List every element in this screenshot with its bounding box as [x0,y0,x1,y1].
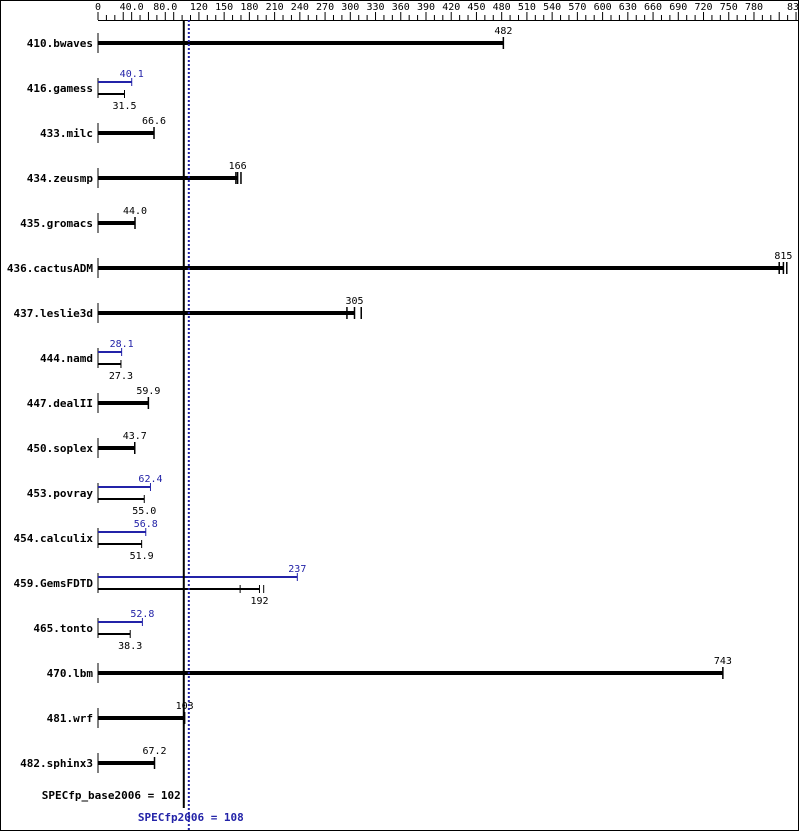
x-tick-label: 750 [720,2,738,13]
benchmark-label: 453.povray [27,487,94,500]
base-value-label: 305 [345,296,363,307]
x-tick-label: 150 [215,2,233,13]
peak-value-label: 237 [288,564,306,575]
x-tick-label: 210 [266,2,284,13]
benchmark-label: 416.gamess [27,82,93,95]
peak-value-label: 28.1 [110,339,134,350]
benchmark-label: 450.soplex [27,442,94,455]
x-tick-label: 330 [366,2,384,13]
x-tick-label: 830 [787,2,799,13]
x-tick-label: 180 [240,2,258,13]
x-tick-label: 0 [95,2,101,13]
benchmark-label: 447.dealII [27,397,93,410]
x-tick-label: 600 [594,2,612,13]
x-tick-label: 360 [392,2,410,13]
base-value-label: 44.0 [123,206,147,217]
base-value-label: 815 [774,251,792,262]
peak-summary-label: SPECfp2006 = 108 [138,811,244,824]
x-tick-label: 660 [644,2,662,13]
base-summary-label: SPECfp_base2006 = 102 [42,789,181,802]
x-tick-label: 630 [619,2,637,13]
base-value-label: 482 [494,26,512,37]
base-value-label: 192 [250,596,268,607]
x-tick-label: 780 [745,2,763,13]
base-value-label: 743 [714,656,732,667]
base-value-label: 59.9 [136,386,160,397]
base-value-label: 67.2 [142,746,166,757]
benchmark-label: 459.GemsFDTD [14,577,94,590]
x-tick-label: 450 [467,2,485,13]
benchmark-label: 481.wrf [47,712,93,725]
x-tick-label: 690 [669,2,687,13]
benchmark-label: 435.gromacs [20,217,93,230]
benchmark-label: 434.zeusmp [27,172,94,185]
x-tick-label: 240 [291,2,309,13]
x-tick-label: 120 [190,2,208,13]
peak-value-label: 40.1 [120,69,144,80]
peak-value-label: 52.8 [130,609,154,620]
benchmark-label: 454.calculix [14,532,94,545]
benchmark-label: 444.namd [40,352,93,365]
base-value-label: 66.6 [142,116,166,127]
base-value-label: 31.5 [112,101,136,112]
benchmark-label: 433.milc [40,127,93,140]
base-value-label: 166 [229,161,247,172]
x-tick-label: 40.0 [120,2,144,13]
base-value-label: 55.0 [132,506,156,517]
base-value-label: 51.9 [130,551,154,562]
benchmark-label: 437.leslie3d [14,307,93,320]
peak-value-label: 62.4 [138,474,162,485]
peak-value-label: 56.8 [134,519,158,530]
base-value-label: 27.3 [109,371,133,382]
x-tick-label: 270 [316,2,334,13]
x-tick-label: 390 [417,2,435,13]
benchmark-label: 465.tonto [33,622,93,635]
base-value-label: 38.3 [118,641,142,652]
benchmark-label: 482.sphinx3 [20,757,93,770]
x-tick-label: 480 [493,2,511,13]
benchmark-label: 470.lbm [47,667,94,680]
x-tick-label: 420 [442,2,460,13]
x-tick-label: 300 [341,2,359,13]
benchmark-label: 436.cactusADM [7,262,93,275]
base-value-label: 43.7 [123,431,147,442]
x-tick-label: 80.0 [153,2,177,13]
x-tick-label: 570 [568,2,586,13]
x-tick-label: 510 [518,2,536,13]
benchmark-label: 410.bwaves [27,37,93,50]
x-tick-label: 720 [694,2,712,13]
x-tick-label: 540 [543,2,561,13]
